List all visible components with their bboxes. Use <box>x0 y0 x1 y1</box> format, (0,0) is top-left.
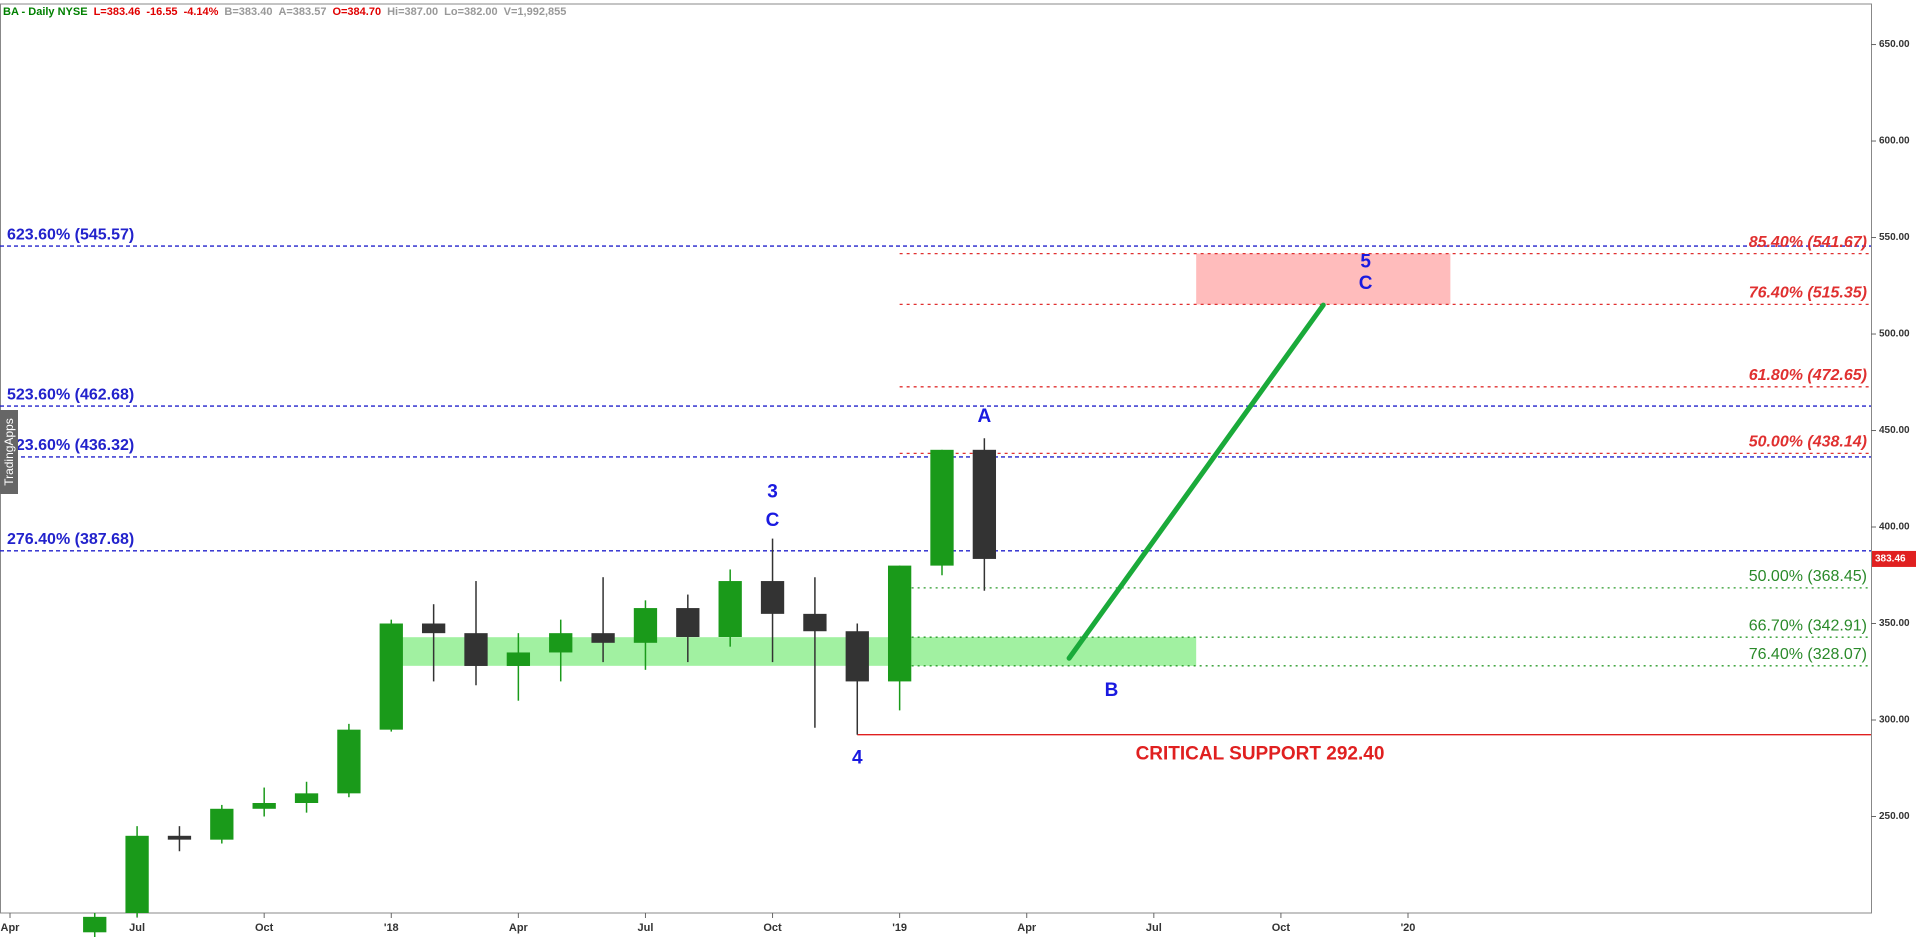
wave-label: B <box>1105 680 1119 701</box>
level-label: 76.40% (328.07) <box>1749 646 1867 663</box>
level-label: CRITICAL SUPPORT 292.40 <box>1136 744 1385 765</box>
level-label: 66.70% (342.91) <box>1749 617 1867 634</box>
watermark: TradingApps <box>2 418 16 486</box>
candle-body <box>167 835 192 840</box>
candle-body <box>379 623 403 730</box>
wave-label: 3 <box>767 481 778 502</box>
candle-body <box>972 449 997 559</box>
header-item: -4.14% <box>184 6 219 18</box>
y-tick-label: 300.00 <box>1879 715 1910 726</box>
y-tick-label: 550.00 <box>1879 232 1910 243</box>
y-tick-label: 500.00 <box>1879 329 1910 340</box>
candle-body <box>845 631 869 682</box>
x-tick-label: Jul <box>129 922 145 934</box>
y-tick-label: 450.00 <box>1879 425 1910 436</box>
x-tick-label: Jul <box>1146 922 1162 934</box>
level-label: 50.00% (438.14) <box>1749 434 1867 451</box>
header-item: L=383.46 <box>94 6 141 18</box>
wave-label: 5 <box>1360 252 1371 273</box>
level-label: 50.00% (368.45) <box>1749 568 1867 585</box>
candle-body <box>210 808 234 840</box>
projection-line <box>1066 302 1326 661</box>
y-tick-label: 600.00 <box>1879 136 1910 147</box>
x-tick-label: Oct <box>255 922 274 934</box>
candle-body <box>718 581 742 638</box>
candle-body <box>337 729 361 794</box>
header-item: Hi=387.00 <box>387 6 438 18</box>
candle-body <box>421 623 446 634</box>
y-tick-label: 650.00 <box>1879 39 1910 50</box>
price-tag-label: 383.46 <box>1875 554 1906 565</box>
wave-label: A <box>977 406 991 427</box>
x-tick-label: Jul <box>638 922 654 934</box>
candle-body <box>125 835 149 913</box>
candle-body <box>591 633 615 643</box>
level-label: 623.60% (545.57) <box>7 226 134 243</box>
x-tick-label: Apr <box>1017 922 1037 934</box>
candle-body <box>83 916 107 933</box>
level-label: 85.40% (541.67) <box>1749 234 1867 251</box>
y-tick-label: 400.00 <box>1879 522 1910 533</box>
candle-body <box>760 581 785 614</box>
y-tick-label: 350.00 <box>1879 618 1910 629</box>
level-label: 276.40% (387.68) <box>7 531 134 548</box>
candle-body <box>464 633 488 666</box>
candle-body <box>676 608 700 638</box>
x-tick-label: '20 <box>1401 922 1416 934</box>
x-tick-label: Oct <box>1272 922 1291 934</box>
header-item: A=383.57 <box>278 6 326 18</box>
candle-body <box>633 608 658 643</box>
candle-body <box>549 633 573 653</box>
candle-body <box>252 802 276 809</box>
candle-body <box>930 449 954 566</box>
header-item: BA - Daily NYSE <box>3 6 88 18</box>
level-label: 61.80% (472.65) <box>1749 367 1867 384</box>
zone-box <box>1196 253 1451 305</box>
header-item: -16.55 <box>146 6 177 18</box>
header-item: B=383.40 <box>224 6 272 18</box>
candle-body <box>803 613 827 632</box>
header-item: V=1,992,855 <box>504 6 567 18</box>
watermark-box <box>0 410 18 494</box>
x-tick-label: Oct <box>763 922 782 934</box>
y-tick-label: 250.00 <box>1879 811 1910 822</box>
x-tick-label: Apr <box>1 922 21 934</box>
level-label: 523.60% (462.68) <box>7 386 134 403</box>
header-item: O=384.70 <box>332 6 381 18</box>
wave-label: 4 <box>852 748 863 769</box>
wave-label: C <box>1359 273 1373 294</box>
x-tick-label: '19 <box>892 922 907 934</box>
candle-body <box>887 565 912 682</box>
level-label: 76.40% (515.35) <box>1749 285 1867 302</box>
wave-label: C <box>766 510 780 531</box>
header: BA - Daily NYSE L=383.46 -16.55 -4.14% B=383… <box>3 6 566 18</box>
level-label: 423.60% (436.32) <box>7 437 134 454</box>
x-tick-label: Apr <box>509 922 529 934</box>
x-tick-label: '18 <box>384 922 399 934</box>
price-tag <box>1872 550 1916 567</box>
header-item: Lo=382.00 <box>444 6 498 18</box>
candle-body <box>506 652 531 666</box>
candle-body <box>294 793 319 803</box>
